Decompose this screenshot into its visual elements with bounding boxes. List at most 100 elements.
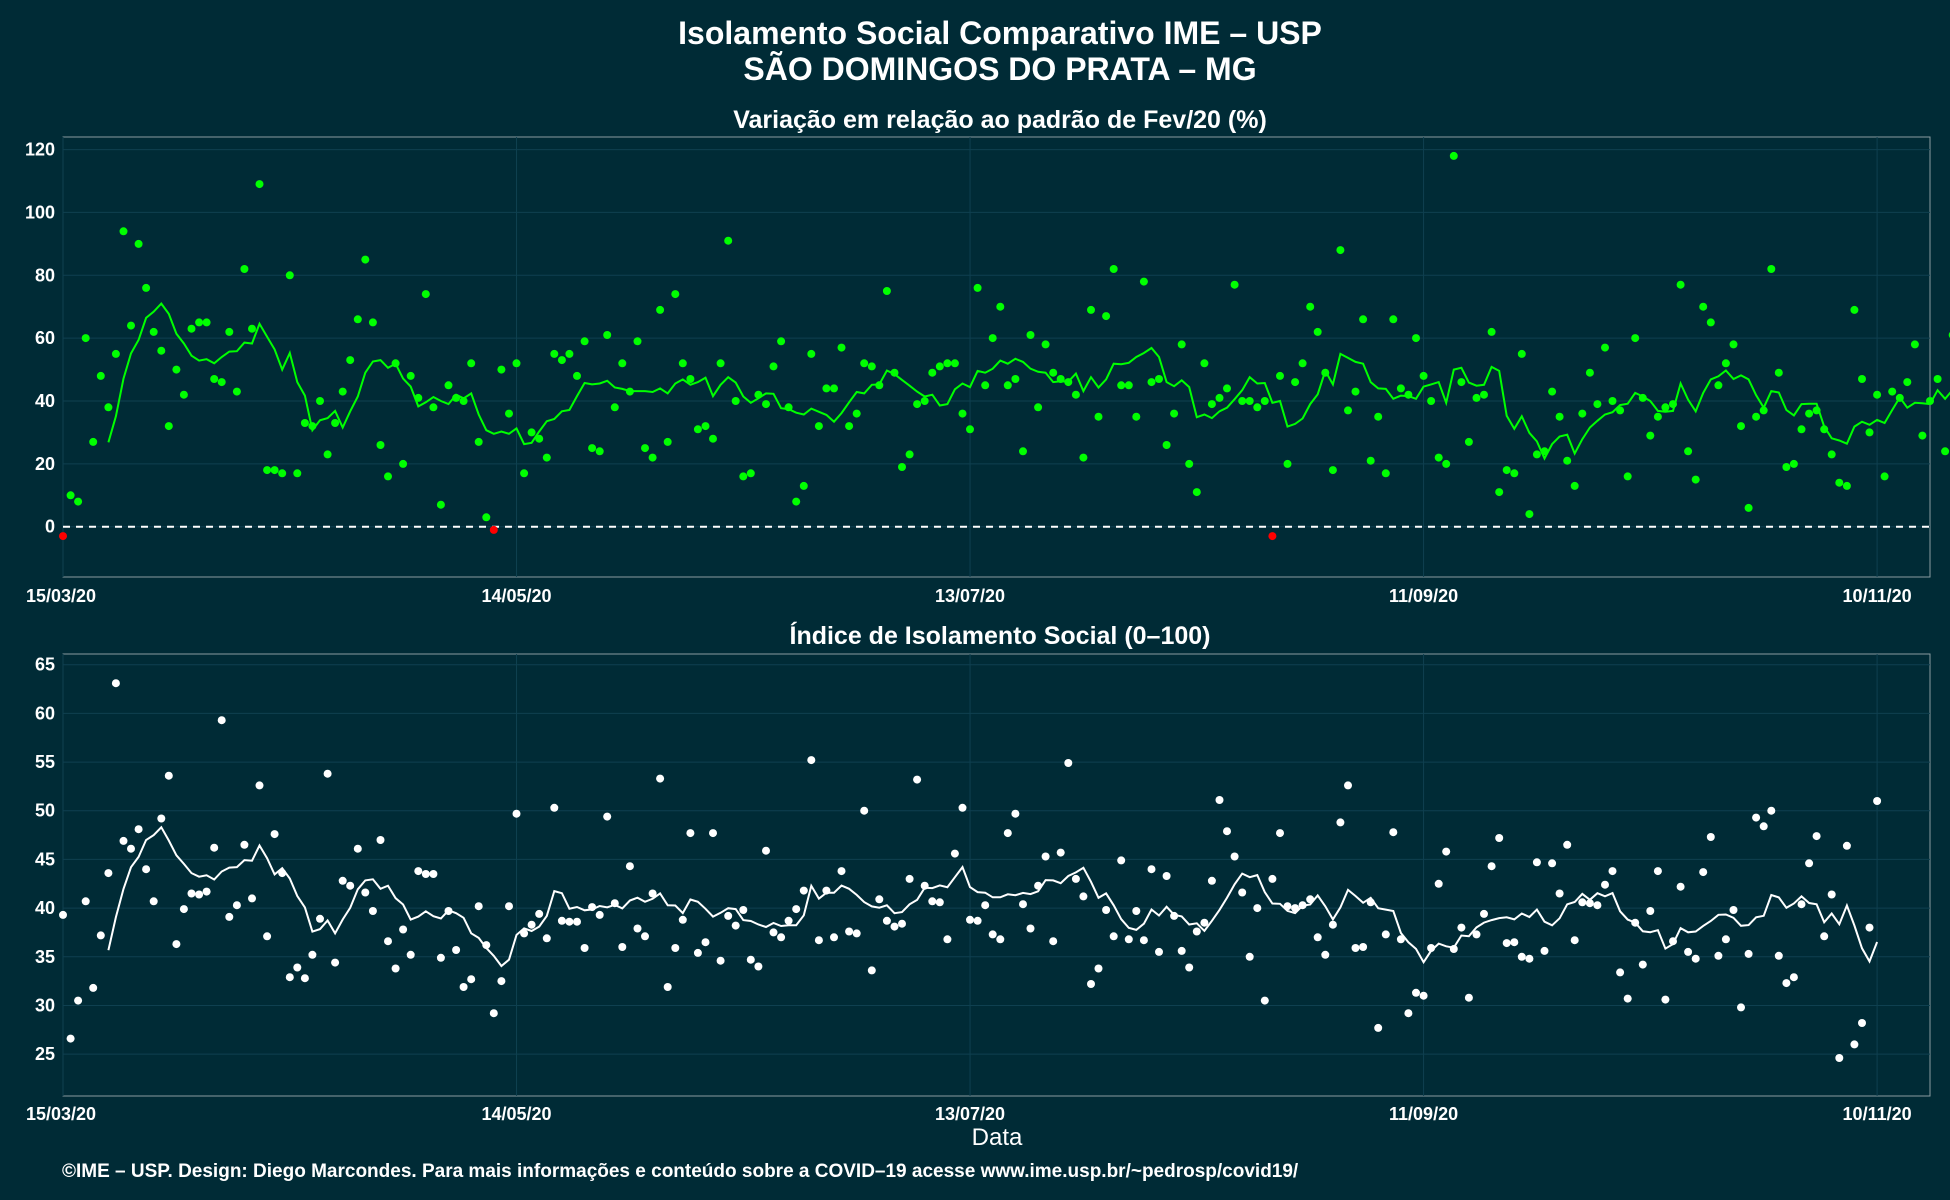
data-point xyxy=(625,862,634,871)
data-point xyxy=(1374,1023,1383,1032)
data-point xyxy=(142,865,151,874)
data-point xyxy=(542,453,551,462)
data-point xyxy=(1774,951,1783,960)
data-point xyxy=(1918,431,1927,440)
data-point xyxy=(1865,923,1874,932)
data-point xyxy=(1215,393,1224,402)
data-point xyxy=(1691,475,1700,484)
data-point xyxy=(489,525,498,534)
data-point xyxy=(353,315,362,324)
main-title-line1: Isolamento Social Comparativo IME – USP xyxy=(678,15,1322,51)
data-point xyxy=(1245,952,1254,961)
data-point xyxy=(1026,924,1035,933)
data-point xyxy=(1192,488,1201,497)
data-point xyxy=(1434,453,1443,462)
data-point xyxy=(1396,935,1405,944)
data-point xyxy=(270,830,279,839)
data-point xyxy=(1608,867,1617,876)
data-point xyxy=(678,359,687,368)
data-point xyxy=(686,829,695,838)
data-point xyxy=(709,829,717,838)
data-point xyxy=(875,895,884,904)
data-point xyxy=(1669,400,1677,409)
data-point xyxy=(248,894,256,903)
data-point xyxy=(1412,334,1420,343)
data-point xyxy=(1850,305,1859,314)
data-point xyxy=(731,397,740,405)
main-title-line2: SÃO DOMINGOS DO PRATA – MG xyxy=(743,51,1256,87)
data-point xyxy=(1223,827,1231,836)
data-point xyxy=(1676,280,1685,289)
data-point xyxy=(1071,874,1080,883)
panel1-title: Variação em relação ao padrão de Fev/20 … xyxy=(733,106,1267,134)
data-point xyxy=(1555,889,1564,898)
data-point xyxy=(1011,375,1020,383)
data-point xyxy=(1706,318,1715,327)
data-point xyxy=(792,905,801,914)
data-point xyxy=(1895,393,1904,402)
data-point xyxy=(1283,902,1292,911)
data-point xyxy=(1525,510,1534,519)
data-point xyxy=(656,774,665,783)
data-point xyxy=(830,384,838,393)
data-point xyxy=(520,929,529,938)
y-tick-label: 60 xyxy=(35,328,55,348)
data-point xyxy=(149,897,158,906)
data-point xyxy=(822,384,831,393)
panel-border xyxy=(62,653,1931,1097)
data-point xyxy=(1268,874,1277,883)
y-tick-label: 80 xyxy=(35,265,55,285)
data-point xyxy=(248,324,256,333)
y-tick-label: 50 xyxy=(35,801,55,821)
data-point xyxy=(603,331,612,339)
data-point xyxy=(716,956,725,965)
data-point xyxy=(1139,936,1148,945)
data-point xyxy=(1034,881,1043,890)
data-point xyxy=(557,356,566,365)
data-point xyxy=(1041,852,1050,861)
data-point xyxy=(1684,947,1693,956)
data-point xyxy=(739,472,748,481)
data-point xyxy=(1631,334,1640,343)
data-point xyxy=(1699,868,1708,877)
data-point xyxy=(81,897,90,906)
data-point xyxy=(187,324,196,333)
data-point xyxy=(1313,933,1322,942)
data-point xyxy=(1102,906,1111,914)
data-point xyxy=(784,403,793,412)
data-point xyxy=(482,941,491,950)
data-point xyxy=(935,898,944,907)
data-point xyxy=(814,422,823,431)
data-point xyxy=(905,450,914,459)
x-tick-label: 15/03/20 xyxy=(26,1104,96,1124)
data-point xyxy=(391,964,400,973)
data-point xyxy=(157,814,166,823)
data-point xyxy=(1245,397,1254,405)
data-point xyxy=(308,422,317,431)
data-point xyxy=(1706,833,1715,841)
data-point xyxy=(1835,478,1844,487)
data-point xyxy=(633,337,642,346)
data-point xyxy=(1669,937,1677,946)
data-point xyxy=(1812,406,1821,415)
data-point xyxy=(270,466,279,475)
data-point xyxy=(958,409,967,418)
data-point xyxy=(1888,387,1897,396)
data-point xyxy=(905,874,914,883)
data-point xyxy=(384,472,392,481)
data-point xyxy=(1495,488,1504,497)
data-point xyxy=(1782,979,1791,988)
data-point xyxy=(1638,393,1647,402)
data-point xyxy=(1049,937,1058,946)
data-point xyxy=(429,870,438,878)
data-point xyxy=(497,977,506,986)
data-point xyxy=(1124,935,1133,944)
data-point xyxy=(459,397,468,405)
x-tick-label: 10/11/20 xyxy=(1843,586,1912,606)
data-point xyxy=(618,359,627,368)
data-point xyxy=(429,403,438,412)
data-point xyxy=(444,907,453,915)
data-point xyxy=(1873,797,1882,805)
data-point xyxy=(149,327,158,336)
data-point xyxy=(1434,879,1443,888)
